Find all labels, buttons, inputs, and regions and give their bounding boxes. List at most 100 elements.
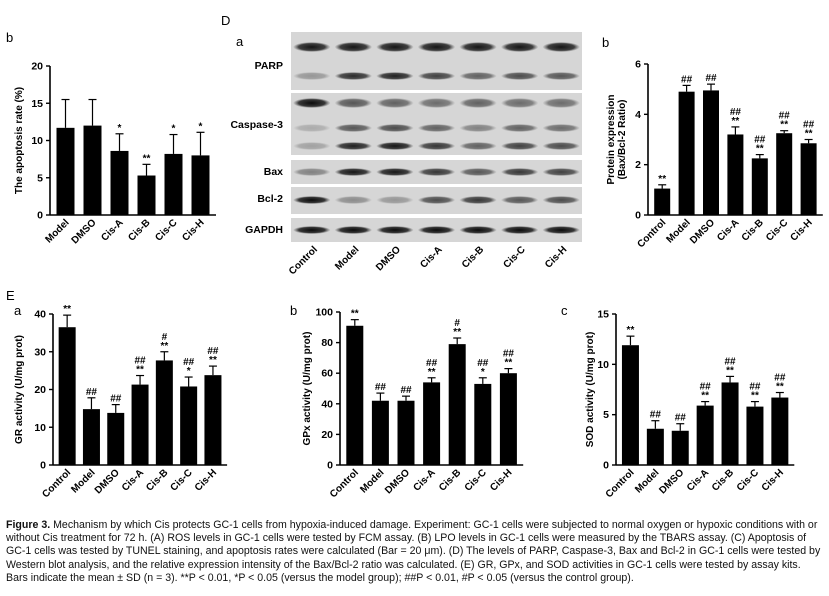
significance-mark: ** xyxy=(63,304,71,315)
bar xyxy=(346,325,364,465)
x-tick-label: Control xyxy=(635,217,668,250)
significance-mark: ## xyxy=(754,135,766,146)
x-tick-label: Cis-A xyxy=(120,467,146,493)
bar xyxy=(751,158,768,215)
gr-activity-chart: 0 10 20 30 40 GR activity (U/mg prot) ** Contro… xyxy=(14,304,228,500)
blot-band xyxy=(293,72,331,80)
bar xyxy=(703,90,719,215)
y-tick-label: 0 xyxy=(327,460,333,472)
y-tick-label: 4 xyxy=(635,109,641,121)
y-tick-label: 10 xyxy=(31,135,43,147)
blot-band xyxy=(293,142,331,150)
significance-mark: ** xyxy=(726,365,734,376)
blot-band xyxy=(542,142,580,150)
y-tick-label: 15 xyxy=(597,309,609,321)
significance-mark: ## xyxy=(730,107,742,118)
significance-mark: # xyxy=(162,332,168,343)
bar xyxy=(696,405,714,465)
x-tick-label: Cis-C xyxy=(764,217,790,243)
significance-mark: * xyxy=(187,366,191,377)
blot-band xyxy=(376,42,414,52)
blot-band xyxy=(417,226,456,234)
bar xyxy=(671,430,689,465)
blot-band xyxy=(376,226,414,234)
y-tick-label: 0 xyxy=(603,460,609,472)
gpx-activity-chart: 0 20 40 60 80 100 GPx activity (U/mg prot) ** Co… xyxy=(302,307,524,500)
blot-label: Bcl-2 xyxy=(257,193,283,205)
panel-letter-Ec: c xyxy=(561,303,568,318)
x-tick-label: Control xyxy=(40,467,73,500)
blot-band xyxy=(334,168,373,176)
x-tick-label: Cis-A xyxy=(685,467,711,493)
bar xyxy=(423,382,441,465)
blot-band xyxy=(417,124,456,132)
blot-band xyxy=(500,226,539,234)
blot-band xyxy=(459,196,497,204)
significance-mark: ** xyxy=(776,382,784,393)
x-tick-label: Cis-B xyxy=(144,467,170,493)
bar xyxy=(131,384,149,465)
blot-band xyxy=(459,42,497,52)
panel-letter-Ea: a xyxy=(14,303,22,318)
blot-label: GAPDH xyxy=(245,224,283,236)
bar xyxy=(621,345,639,465)
significance-mark: ## xyxy=(675,413,687,424)
blot-band xyxy=(334,142,373,150)
blot-band xyxy=(417,168,456,176)
x-tick-label: Cis-B xyxy=(740,217,766,243)
blot-band xyxy=(500,196,539,204)
y-tick-label: 20 xyxy=(321,429,333,441)
bar xyxy=(746,406,764,465)
significance-mark: ** xyxy=(453,327,461,338)
bar xyxy=(678,91,695,215)
significance-mark: ## xyxy=(86,387,98,398)
blot-band xyxy=(376,72,414,80)
bar xyxy=(499,373,517,465)
y-tick-label: 5 xyxy=(603,409,609,421)
blot-band xyxy=(417,72,456,80)
blot-band xyxy=(293,168,331,176)
blot-band xyxy=(293,124,331,132)
blot-band xyxy=(459,142,497,150)
x-tick-label: Cis-C xyxy=(735,467,761,493)
significance-mark: ** xyxy=(209,355,217,366)
x-tick-label: Cis-H xyxy=(760,467,786,493)
blot-band xyxy=(417,142,456,150)
significance-mark: ## xyxy=(503,349,515,360)
significance-mark: ** xyxy=(160,341,168,352)
x-tick-label: DMSO xyxy=(93,467,122,496)
bar xyxy=(180,386,198,465)
x-tick-label: Control xyxy=(328,467,361,500)
bar xyxy=(164,153,183,215)
y-tick-label: 60 xyxy=(321,368,333,380)
blot-band xyxy=(293,226,331,234)
y-tick-label: 0 xyxy=(37,210,43,222)
bar xyxy=(155,360,173,465)
bar xyxy=(191,155,210,215)
panel-letter-E: E xyxy=(6,288,15,303)
significance-mark: ** xyxy=(428,367,436,378)
y-tick-label: 20 xyxy=(34,384,46,396)
blot-band xyxy=(542,168,580,176)
bar xyxy=(397,400,415,465)
blot-band xyxy=(500,98,539,108)
bar xyxy=(771,397,789,465)
blot-band xyxy=(500,72,539,80)
western-blot: PARP Caspase-3 Bax Bcl-2 GAPDH Control Model DM… xyxy=(230,32,582,277)
blot-band xyxy=(500,142,539,150)
blot-band xyxy=(542,226,580,234)
blot-label: PARP xyxy=(255,60,283,72)
y-tick-label: 0 xyxy=(635,210,641,222)
blot-band xyxy=(542,124,580,132)
bar xyxy=(448,344,466,465)
significance-mark: ## xyxy=(724,356,736,367)
bar xyxy=(110,150,129,215)
blot-band xyxy=(334,98,373,108)
x-tick-label: Cis-C xyxy=(153,217,179,243)
blot-band xyxy=(459,124,497,132)
panel-letter-Da: a xyxy=(236,34,244,49)
blot-lane-label: Cis-H xyxy=(543,244,569,270)
x-tick-label: Cis-A xyxy=(411,467,437,493)
x-tick-label: Cis-A xyxy=(715,217,741,243)
